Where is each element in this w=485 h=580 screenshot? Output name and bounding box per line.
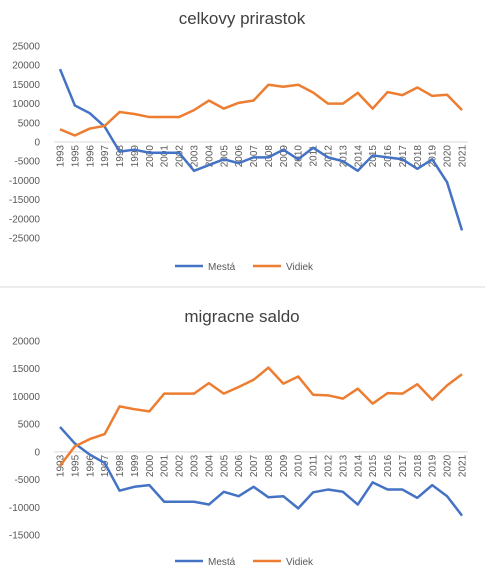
x-tick-label: 2013 [338, 454, 349, 477]
x-tick-label: 2005 [219, 454, 230, 477]
x-tick-label: 2009 [279, 145, 290, 168]
x-tick-label: 2004 [204, 145, 215, 168]
x-tick-label: 2007 [249, 454, 260, 477]
x-tick-label: 2021 [458, 145, 469, 168]
x-tick-label: 2013 [338, 145, 349, 168]
y-tick-label: 15000 [12, 364, 40, 375]
y-tick-label: -15000 [9, 531, 41, 542]
x-tick-label: 2010 [294, 145, 305, 168]
y-tick-label: 0 [34, 447, 40, 458]
chart: celkovy prirastok -25000 -20000 -15000 -1000… [9, 9, 469, 273]
x-tick-label: 2008 [264, 454, 275, 477]
chart: migracne saldo -15000 -10000 -5000 0 5000 1000… [9, 307, 469, 568]
y-tick-label: 5000 [18, 420, 41, 431]
x-tick-label: 2012 [324, 145, 335, 168]
x-tick-label: 1998 [115, 454, 126, 477]
x-tick-label: 2005 [219, 145, 230, 168]
x-tick-label: 1995 [70, 145, 81, 168]
y-tick-label: -5000 [14, 475, 40, 486]
x-tick-label: 1998 [115, 145, 126, 168]
chart-title: migracne saldo [184, 307, 299, 326]
x-tick-label: 2001 [160, 454, 171, 477]
y-tick-label: -10000 [9, 503, 41, 514]
x-tick-label: 2009 [279, 454, 290, 477]
x-tick-label: 1995 [70, 454, 81, 477]
x-tick-label: 1999 [130, 145, 141, 168]
x-tick-label: 2011 [309, 454, 320, 476]
y-tick-label: -10000 [9, 176, 41, 187]
x-tick-label: 1997 [100, 145, 111, 168]
series-line [58, 68, 464, 231]
x-tick-label: 2020 [443, 454, 454, 477]
x-tick-label: 2006 [234, 454, 245, 477]
x-tick-label: 2001 [160, 145, 171, 168]
x-tick-label: 2000 [145, 145, 156, 168]
x-tick-label: 2002 [175, 454, 186, 477]
legend-label: Mestá [208, 262, 236, 273]
x-tick-label: 2017 [398, 454, 409, 477]
x-tick-label: 1996 [85, 145, 96, 168]
y-tick-label: 20000 [12, 61, 40, 72]
series-line [59, 366, 463, 467]
y-tick-label: 25000 [12, 42, 40, 53]
legend-label: Mestá [208, 557, 236, 568]
y-tick-label: -25000 [9, 234, 41, 245]
legend-label: Vidiek [286, 262, 314, 273]
chart-title: celkovy prirastok [179, 9, 306, 28]
x-tick-label: 2018 [413, 145, 424, 168]
x-tick-label: 2021 [458, 454, 469, 477]
x-tick-label: 2000 [145, 454, 156, 477]
x-tick-label: 2019 [428, 145, 439, 168]
x-tick-label: 2018 [413, 454, 424, 477]
y-tick-label: 20000 [12, 337, 40, 348]
y-tick-label: 15000 [12, 80, 40, 91]
x-tick-label: 2012 [324, 454, 335, 477]
x-tick-label: 2011 [309, 145, 320, 167]
x-tick-label: 2003 [190, 145, 201, 168]
x-tick-label: 2016 [383, 454, 394, 477]
y-tick-label: 10000 [12, 392, 40, 403]
y-tick-label: 5000 [18, 118, 41, 129]
y-tick-label: -5000 [14, 157, 40, 168]
x-tick-label: 2003 [190, 454, 201, 477]
x-tick-label: 2019 [428, 454, 439, 477]
legend-label: Vidiek [286, 557, 314, 568]
x-tick-label: 1999 [130, 454, 141, 477]
y-tick-label: 10000 [12, 99, 40, 110]
y-tick-label: -15000 [9, 195, 41, 206]
x-tick-label: 2017 [398, 145, 409, 168]
x-tick-label: 2014 [353, 145, 364, 168]
x-tick-label: 1996 [85, 454, 96, 477]
x-tick-label: 2020 [443, 145, 454, 168]
x-tick-label: 2004 [204, 454, 215, 477]
x-tick-label: 2006 [234, 145, 245, 168]
x-tick-label: 2015 [368, 454, 379, 477]
x-tick-label: 2014 [353, 454, 364, 477]
x-tick-label: 2007 [249, 145, 260, 168]
y-tick-label: 0 [34, 138, 40, 149]
x-tick-label: 2016 [383, 145, 394, 168]
y-tick-label: -20000 [9, 214, 41, 225]
series-line [59, 426, 463, 517]
x-tick-label: 2010 [294, 454, 305, 477]
x-tick-label: 1993 [56, 145, 67, 168]
series-line [59, 83, 463, 137]
